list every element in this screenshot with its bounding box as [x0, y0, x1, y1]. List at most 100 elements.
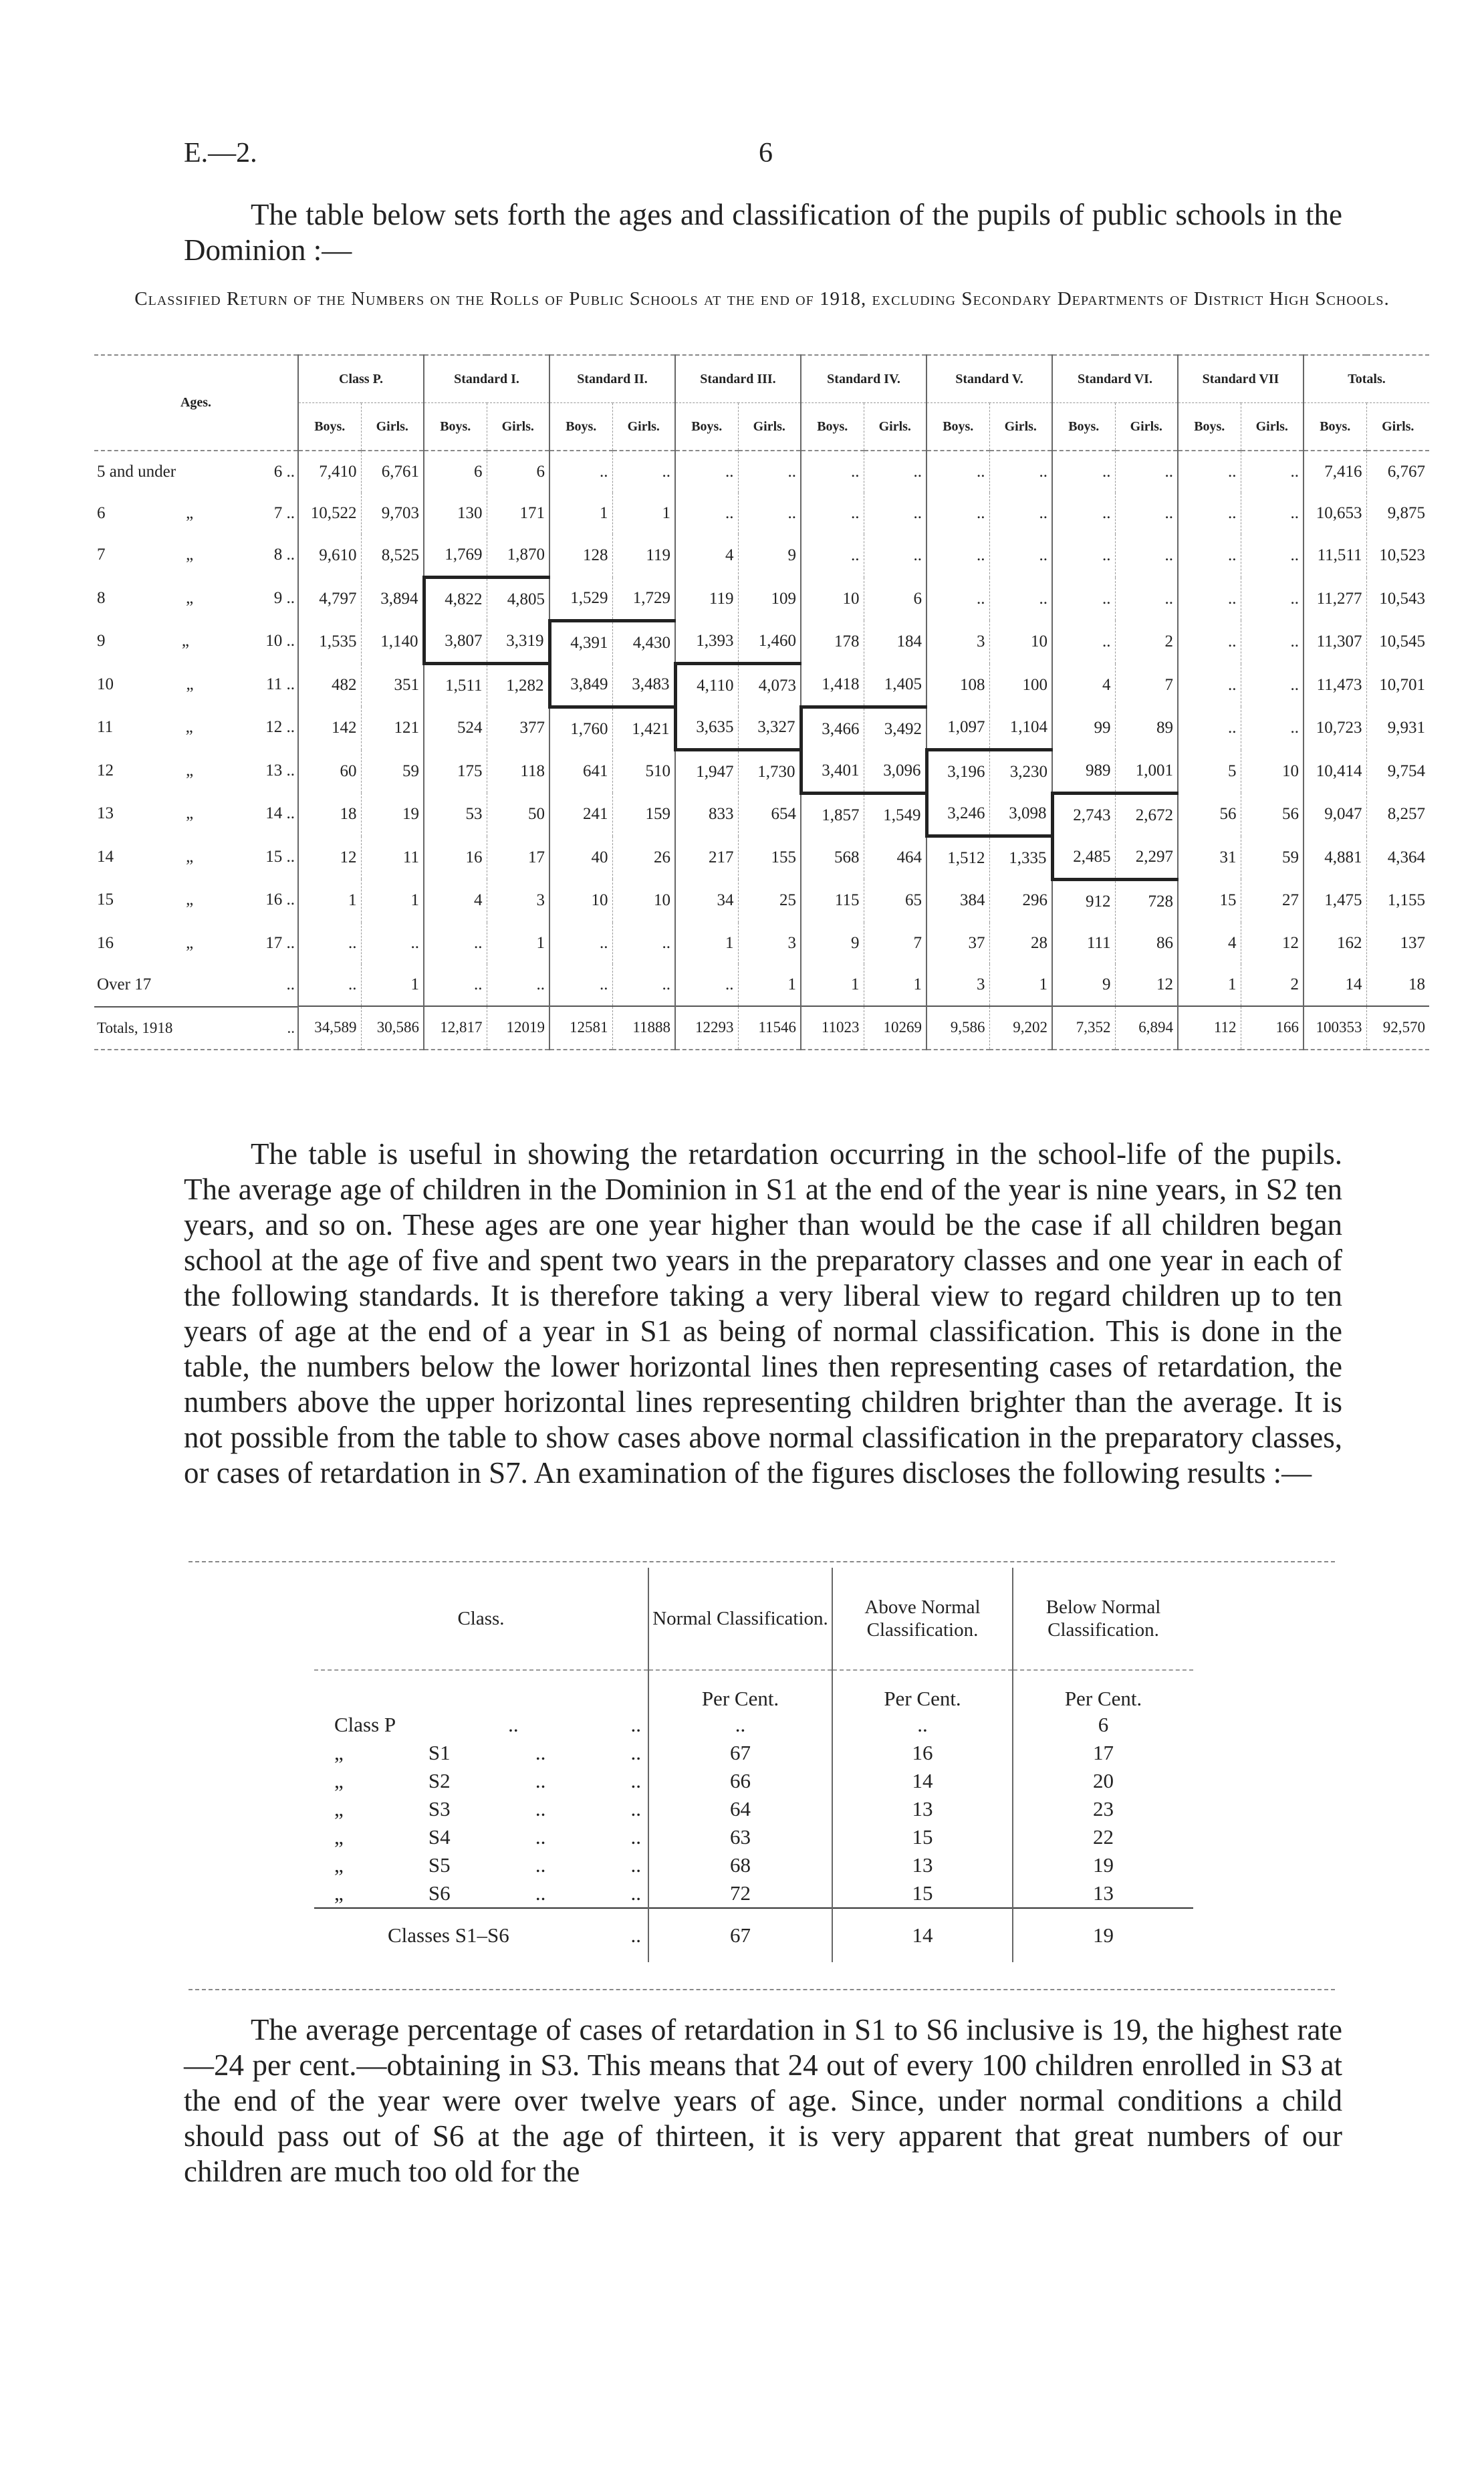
cell: ..: [737, 451, 801, 493]
cell: 6,767: [1366, 451, 1429, 493]
cell: 30,586: [360, 1005, 424, 1050]
label-part: „: [334, 1881, 344, 1905]
cell: 63: [648, 1823, 832, 1851]
cell: ..: [1114, 493, 1178, 534]
cell: 66: [648, 1767, 832, 1795]
age-part: 12 ..: [265, 718, 295, 736]
cell: 1,730: [737, 749, 801, 793]
cell: ..: [832, 1711, 1013, 1739]
label-part: „: [334, 1797, 344, 1820]
label-cell: „ S6....: [314, 1879, 648, 1908]
cell: 1: [737, 963, 801, 1006]
sub-header: Boys.: [1303, 402, 1366, 451]
cell: 111: [1052, 922, 1115, 964]
age-cell: 11 „ 12 ..: [94, 707, 297, 748]
cell: 3,483: [612, 663, 675, 709]
age-part: 16 ..: [265, 891, 295, 909]
age-part: 11: [97, 718, 114, 736]
cell: ..: [1052, 493, 1115, 534]
cell: 67: [648, 1907, 832, 1962]
age-part: „: [186, 847, 194, 866]
cell: 4: [423, 879, 487, 923]
cell: 7,410: [297, 451, 361, 493]
cell: 1: [863, 963, 926, 1006]
label-part: Class P: [334, 1713, 396, 1736]
cell: 130: [423, 493, 487, 534]
cell: ..: [1177, 620, 1241, 664]
cell: 10,522: [297, 493, 361, 534]
cell: 89: [1114, 707, 1178, 750]
cell: 40: [549, 836, 612, 879]
age-cell: Over 17..: [94, 964, 297, 1005]
cell: 137: [1366, 922, 1429, 964]
cell: 1,535: [297, 620, 361, 664]
cell: 3: [926, 620, 989, 664]
cell: 1,857: [800, 793, 864, 836]
row: „ S3.... 64 13 23: [314, 1795, 1193, 1823]
cell: 4: [674, 534, 738, 578]
cell: 13: [1012, 1879, 1193, 1908]
cell: 2: [1240, 963, 1304, 1006]
sub-header: Boys.: [1052, 402, 1115, 451]
cell: 20: [1012, 1767, 1193, 1795]
group-header: Standard VII: [1177, 355, 1304, 403]
cell: 12019: [486, 1005, 549, 1050]
label-part: ..: [630, 1769, 641, 1792]
group-header: Standard I.: [423, 355, 549, 403]
cell: 5: [1177, 749, 1241, 793]
label: „ S3....: [314, 1797, 648, 1821]
cell: 1: [612, 493, 675, 534]
page-code: E.—2.: [184, 138, 257, 168]
column-header: Above Normal Classification.: [832, 1568, 1013, 1671]
cell: ..: [549, 922, 612, 964]
age-cell: 5 and under 6 ..: [94, 451, 297, 493]
row: 13 „ 14 .. 18 19 53 50 241 159 833 654 1,857 1,549 3,…: [94, 791, 1429, 838]
cell: 13: [832, 1851, 1013, 1879]
cell: 3,401: [799, 749, 864, 795]
cell: ..: [360, 922, 424, 964]
cell: 2,743: [1050, 791, 1115, 836]
cell: 4,391: [547, 618, 612, 664]
cell: ..: [1177, 707, 1241, 750]
age-part: ..: [286, 975, 295, 993]
age-part: „: [186, 891, 194, 909]
unit: Per Cent.: [648, 1670, 832, 1711]
cell: 10,701: [1366, 663, 1429, 707]
cell: 1,155: [1366, 879, 1429, 923]
label-part: ..: [535, 1853, 546, 1877]
group-header: Standard V.: [926, 355, 1052, 403]
cell: 6: [486, 451, 549, 493]
cell: 10,723: [1303, 707, 1366, 750]
cell: 31: [1177, 836, 1241, 879]
unit: Per Cent.: [1012, 1670, 1193, 1711]
label: Class P....: [314, 1713, 648, 1737]
cell: 100353: [1303, 1005, 1366, 1050]
label-part: ..: [630, 1923, 642, 1947]
cell: 4,805: [486, 576, 549, 620]
cell: ..: [1240, 620, 1304, 664]
cell: 10,523: [1366, 534, 1429, 578]
group-header: Standard II.: [549, 355, 675, 403]
cell: 4: [1052, 663, 1115, 707]
cell: 119: [612, 534, 675, 578]
age-cell: 6 „ 7 ..: [94, 493, 297, 534]
cell: 9,931: [1366, 707, 1429, 750]
age-part: „: [186, 761, 194, 780]
sub-header: Girls.: [612, 402, 675, 451]
cell: 11546: [737, 1005, 801, 1050]
age-part: 14 ..: [265, 804, 295, 822]
label-part: ..: [535, 1741, 546, 1764]
cell: ..: [674, 451, 738, 493]
cell: 184: [863, 620, 926, 664]
main-table: Ages. Class P. Standard I. Standard II. Stan…: [94, 354, 1429, 1050]
cell: ..: [486, 963, 549, 1006]
cell: 115: [800, 879, 864, 923]
cell: 121: [360, 707, 424, 750]
cell: 6: [863, 577, 926, 620]
label-cell: „ S2....: [314, 1767, 648, 1795]
cell: 34,589: [297, 1005, 361, 1050]
cell: 10: [989, 620, 1052, 664]
label-part: ..: [508, 1713, 519, 1736]
cell: 833: [674, 793, 738, 836]
cell: 171: [486, 493, 549, 534]
